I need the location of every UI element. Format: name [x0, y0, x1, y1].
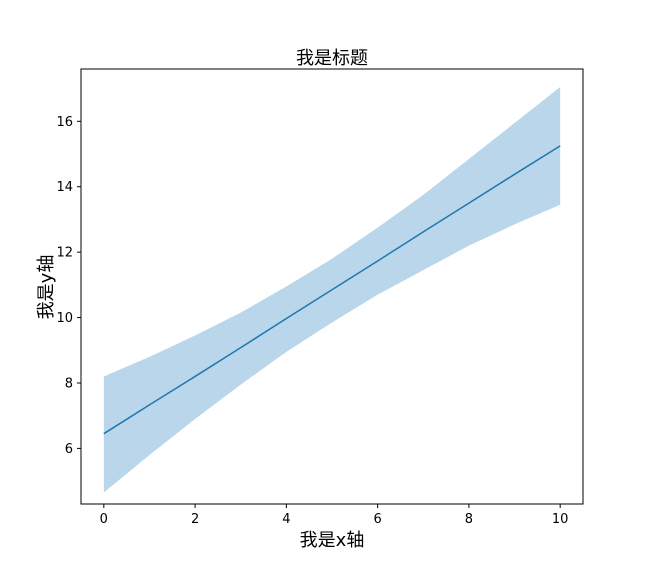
x-axis: 0 2 4 6 8 10 [100, 504, 569, 527]
chart-title: 我是标题 [296, 48, 368, 69]
series-line-0 [103, 145, 561, 435]
y-tick-label: 14 [56, 180, 73, 195]
y-tick-label: 12 [56, 246, 73, 261]
x-tick-label: 0 [100, 512, 108, 527]
x-tick-label: 8 [465, 512, 473, 527]
y-tick-label: 16 [56, 115, 73, 130]
x-axis-title: 我是x轴 [300, 530, 365, 551]
plot-area [103, 86, 561, 493]
y-tick-label: 6 [65, 442, 73, 457]
y-axis-title: 我是y轴 [36, 255, 57, 320]
plot-frame [80, 68, 584, 505]
y-tick-label: 10 [56, 311, 73, 326]
x-tick-label: 2 [191, 512, 199, 527]
y-tick-label: 8 [65, 376, 73, 391]
x-tick-label: 4 [282, 512, 290, 527]
y-axis: 6 8 10 12 14 16 [56, 115, 81, 457]
x-tick-label: 10 [552, 512, 569, 527]
x-tick-label: 6 [373, 512, 381, 527]
